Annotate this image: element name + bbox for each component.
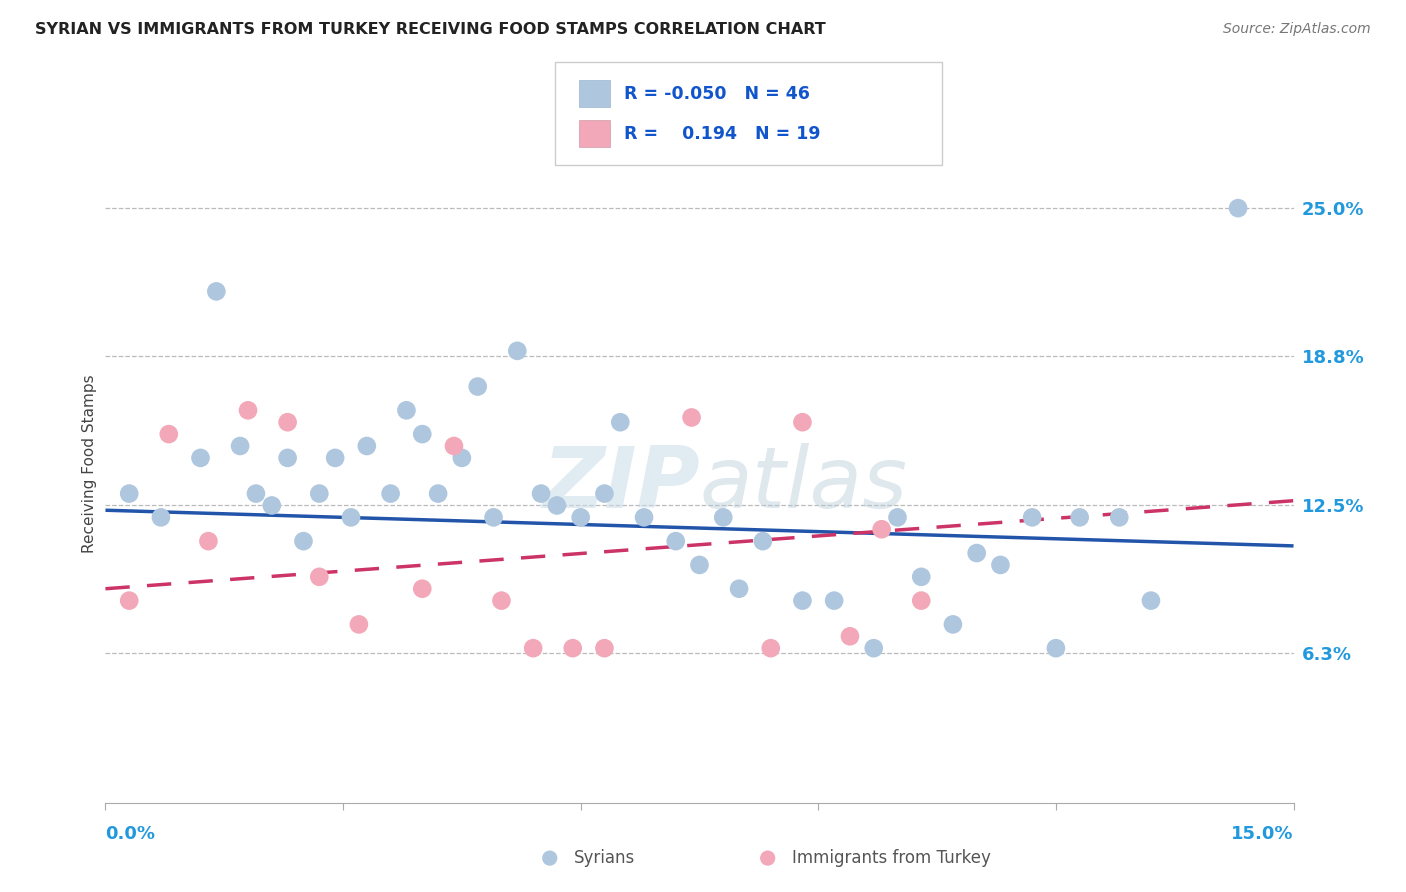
Text: atlas: atlas: [700, 442, 907, 525]
Point: [681, 410, 703, 425]
Text: 15.0%: 15.0%: [1232, 825, 1294, 843]
Point: [593, 641, 616, 656]
Point: [308, 570, 330, 584]
Point: [538, 851, 561, 865]
Point: [633, 510, 655, 524]
Text: Syrians: Syrians: [574, 849, 636, 867]
Point: [593, 486, 616, 500]
Point: [118, 593, 141, 607]
Point: [569, 510, 592, 524]
Point: [530, 486, 553, 500]
Point: [340, 510, 363, 524]
Point: [886, 510, 908, 524]
Point: [260, 499, 283, 513]
Point: [277, 415, 299, 429]
Point: [1069, 510, 1091, 524]
Point: [380, 486, 402, 500]
Point: [862, 641, 884, 656]
Text: Source: ZipAtlas.com: Source: ZipAtlas.com: [1223, 22, 1371, 37]
Point: [467, 379, 489, 393]
Point: [839, 629, 862, 643]
Point: [792, 593, 814, 607]
Point: [910, 593, 932, 607]
Point: [506, 343, 529, 358]
Point: [411, 427, 433, 442]
Point: [277, 450, 299, 465]
Point: [1140, 593, 1163, 607]
Text: 0.0%: 0.0%: [105, 825, 156, 843]
Point: [792, 415, 814, 429]
Point: [966, 546, 988, 560]
Point: [491, 593, 513, 607]
Point: [308, 486, 330, 500]
Point: [759, 641, 782, 656]
Point: [356, 439, 378, 453]
Point: [443, 439, 465, 453]
Point: [118, 486, 141, 500]
Point: [190, 450, 212, 465]
Point: [990, 558, 1012, 572]
Point: [236, 403, 259, 417]
Point: [711, 510, 734, 524]
Text: R =    0.194   N = 19: R = 0.194 N = 19: [624, 125, 821, 143]
Point: [546, 499, 568, 513]
Point: [561, 641, 583, 656]
Point: [347, 617, 370, 632]
Text: R = -0.050   N = 46: R = -0.050 N = 46: [624, 85, 810, 103]
Point: [1108, 510, 1130, 524]
Point: [665, 534, 688, 549]
Point: [323, 450, 346, 465]
Point: [292, 534, 315, 549]
Text: ZIP: ZIP: [541, 442, 700, 525]
Point: [609, 415, 631, 429]
Point: [823, 593, 845, 607]
Point: [427, 486, 450, 500]
Point: [752, 534, 775, 549]
Point: [395, 403, 418, 417]
Point: [411, 582, 433, 596]
Point: [245, 486, 267, 500]
Point: [689, 558, 711, 572]
Point: [1021, 510, 1043, 524]
Point: [229, 439, 252, 453]
Point: [205, 285, 228, 299]
Point: [149, 510, 172, 524]
Point: [157, 427, 180, 442]
Y-axis label: Receiving Food Stamps: Receiving Food Stamps: [82, 375, 97, 553]
Point: [1045, 641, 1067, 656]
Text: SYRIAN VS IMMIGRANTS FROM TURKEY RECEIVING FOOD STAMPS CORRELATION CHART: SYRIAN VS IMMIGRANTS FROM TURKEY RECEIVI…: [35, 22, 825, 37]
Point: [482, 510, 505, 524]
Point: [870, 522, 893, 536]
Point: [450, 450, 472, 465]
Point: [728, 582, 751, 596]
Point: [197, 534, 219, 549]
Point: [910, 570, 932, 584]
Point: [942, 617, 965, 632]
Point: [756, 851, 779, 865]
Point: [522, 641, 544, 656]
Point: [1227, 201, 1250, 215]
Text: Immigrants from Turkey: Immigrants from Turkey: [792, 849, 990, 867]
